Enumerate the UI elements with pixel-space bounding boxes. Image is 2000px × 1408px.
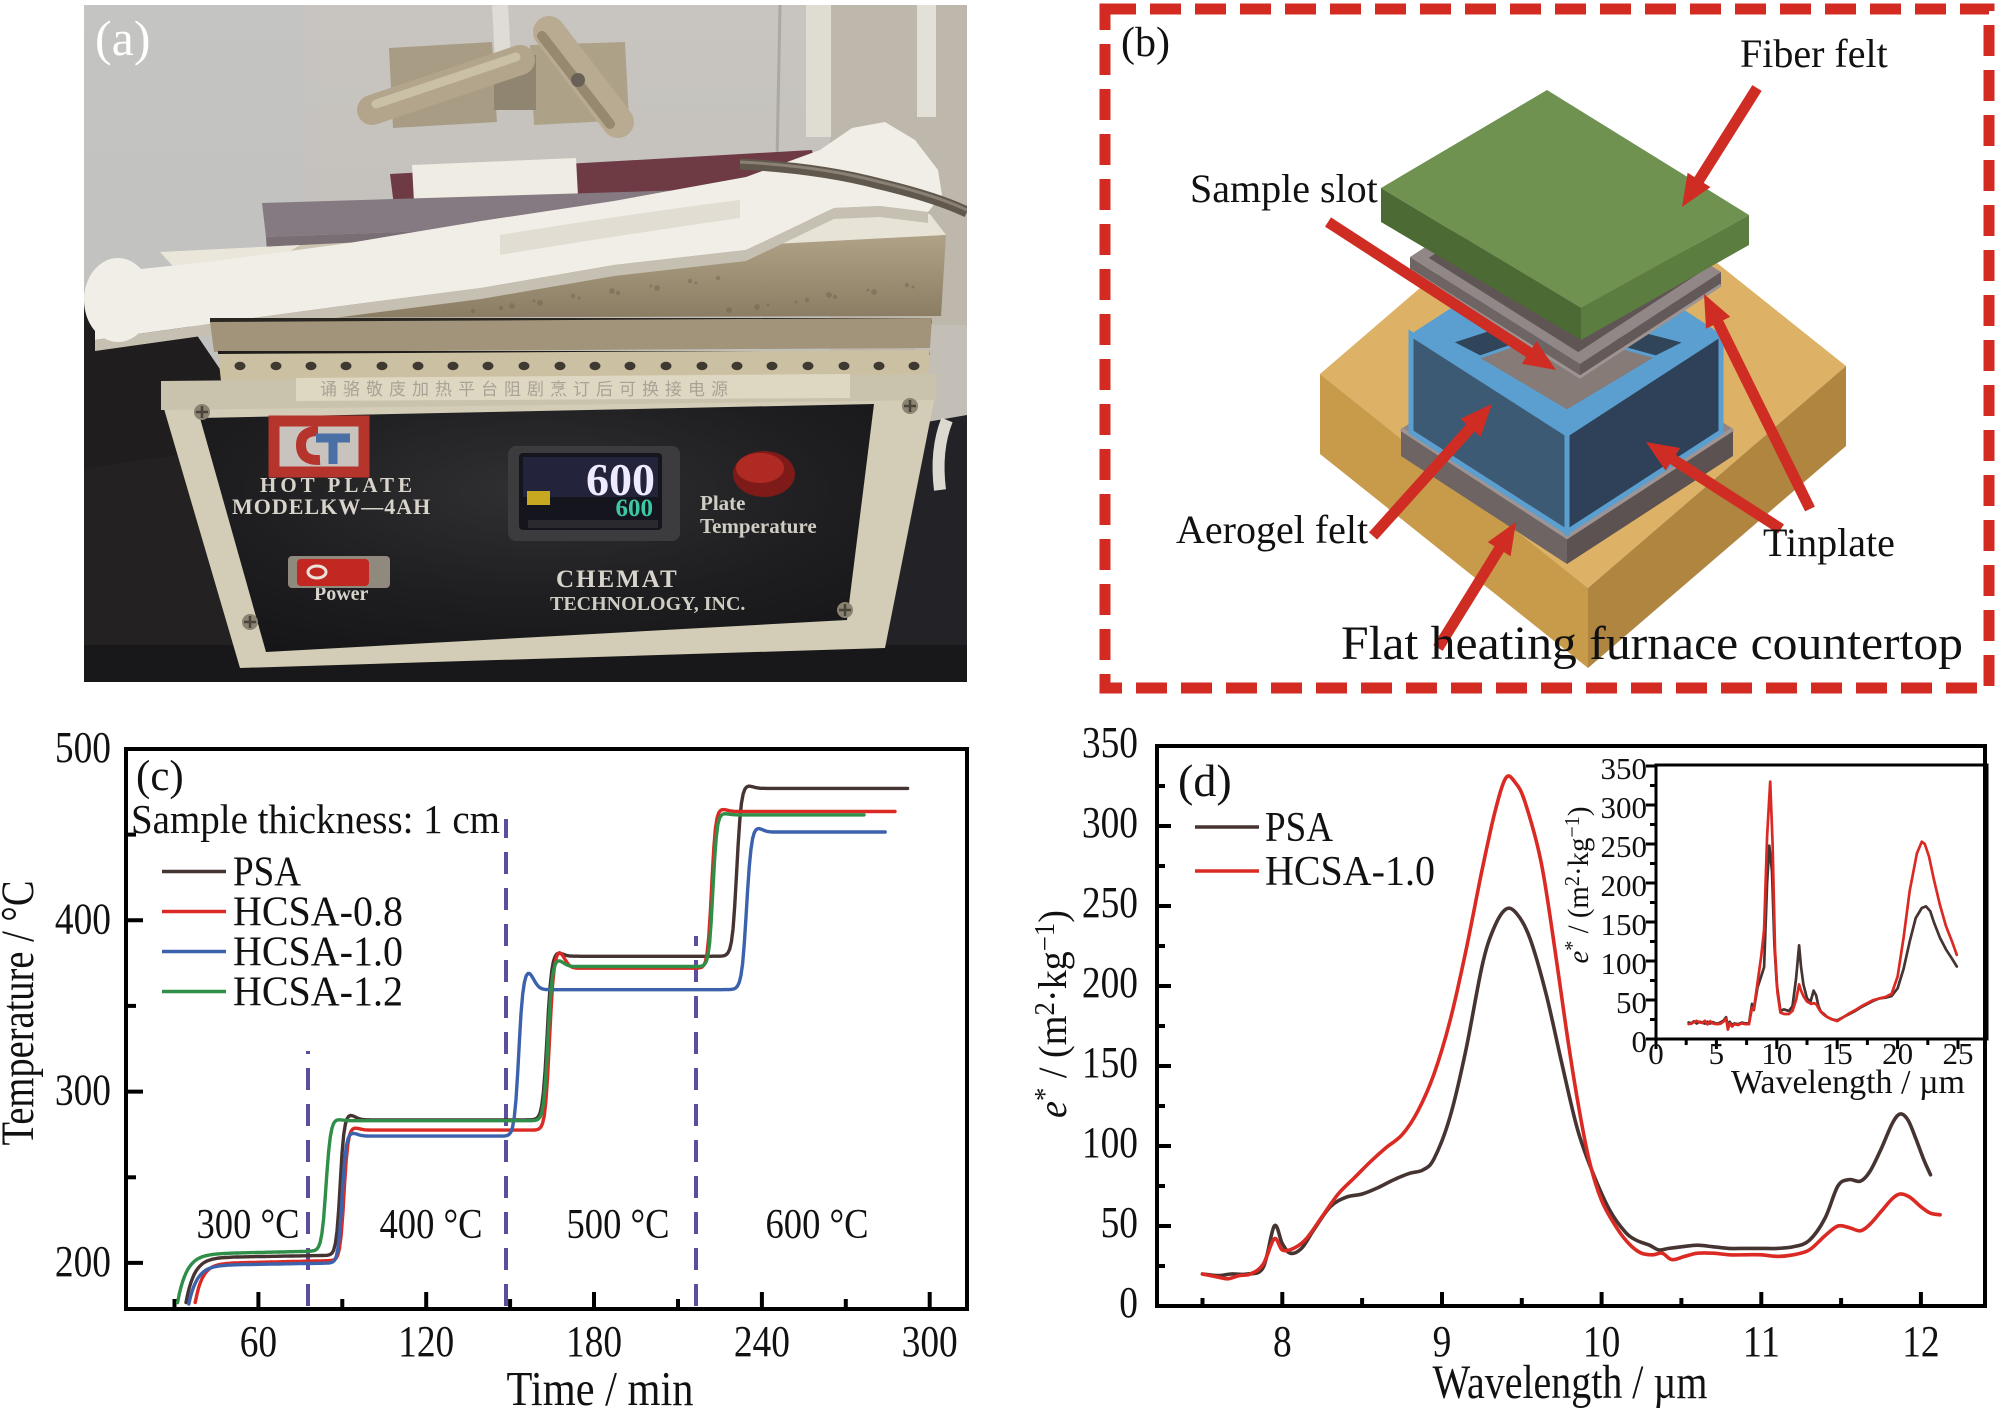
svg-text:180: 180 <box>566 1317 622 1366</box>
svg-text:Time / min: Time / min <box>507 1361 694 1408</box>
svg-text:50: 50 <box>1101 1198 1138 1247</box>
svg-text:(d): (d) <box>1178 755 1232 806</box>
svg-text:10: 10 <box>1583 1317 1620 1366</box>
svg-text:100: 100 <box>1082 1118 1138 1167</box>
svg-text:诵骆敬庋加热平台阻剧烹订后可换接电源: 诵骆敬庋加热平台阻剧烹订后可换接电源 <box>320 379 734 399</box>
svg-text:11: 11 <box>1743 1317 1780 1366</box>
svg-text:Plate: Plate <box>700 491 745 515</box>
svg-text:20: 20 <box>1882 1036 1913 1071</box>
svg-text:150: 150 <box>1601 907 1648 942</box>
svg-text:CHEMAT: CHEMAT <box>556 566 679 593</box>
svg-text:8: 8 <box>1273 1317 1292 1366</box>
svg-text:600 °C: 600 °C <box>766 1202 869 1248</box>
svg-text:25: 25 <box>1943 1036 1974 1071</box>
svg-text:240: 240 <box>734 1317 790 1366</box>
svg-text:300: 300 <box>902 1317 958 1366</box>
svg-text:350: 350 <box>1601 751 1648 786</box>
svg-text:Wavelength / µm: Wavelength / µm <box>1433 1356 1708 1408</box>
svg-text:PSA: PSA <box>233 850 302 896</box>
svg-text:TECHNOLOGY, INC.: TECHNOLOGY, INC. <box>550 593 745 615</box>
svg-text:60: 60 <box>240 1317 277 1366</box>
svg-text:Fiber felt: Fiber felt <box>1740 31 1888 76</box>
svg-text:Sample slot: Sample slot <box>1190 166 1378 211</box>
svg-text:300 °C: 300 °C <box>197 1202 300 1248</box>
svg-text:e* / (m2·kg−1): e* / (m2·kg−1) <box>1030 910 1075 1118</box>
svg-text:Flat heating furnace counterto: Flat heating furnace countertop <box>1341 617 1963 670</box>
svg-text:0: 0 <box>1648 1036 1664 1071</box>
svg-text:10: 10 <box>1761 1036 1792 1071</box>
svg-text:15: 15 <box>1822 1036 1853 1071</box>
svg-text:300: 300 <box>55 1066 111 1115</box>
svg-text:MODELKW—4AH: MODELKW—4AH <box>232 494 431 519</box>
svg-text:Wavelength / µm: Wavelength / µm <box>1731 1064 1965 1101</box>
svg-text:500: 500 <box>55 723 111 772</box>
svg-text:150: 150 <box>1082 1038 1138 1087</box>
svg-text:250: 250 <box>1601 829 1648 864</box>
svg-text:200: 200 <box>1601 868 1648 903</box>
svg-text:500 °C: 500 °C <box>567 1202 670 1248</box>
svg-text:300: 300 <box>1601 790 1648 825</box>
svg-text:Power: Power <box>314 583 369 605</box>
svg-text:Temperature / °C: Temperature / °C <box>0 881 44 1146</box>
svg-text:12: 12 <box>1902 1317 1939 1366</box>
svg-text:Aerogel felt: Aerogel felt <box>1176 507 1368 552</box>
svg-text:300: 300 <box>1082 798 1138 847</box>
svg-text:e* / (m2·kg−1): e* / (m2·kg−1) <box>1560 807 1595 964</box>
svg-text:5: 5 <box>1709 1036 1725 1071</box>
svg-text:HCSA-0.8: HCSA-0.8 <box>233 890 403 936</box>
svg-text:100: 100 <box>1601 946 1648 981</box>
svg-text:(c): (c) <box>136 753 184 800</box>
svg-text:200: 200 <box>55 1237 111 1286</box>
svg-text:400: 400 <box>55 894 111 943</box>
svg-text:PSA: PSA <box>1265 805 1334 851</box>
svg-text:120: 120 <box>398 1317 454 1366</box>
svg-text:250: 250 <box>1082 878 1138 927</box>
svg-text:9: 9 <box>1433 1317 1452 1366</box>
svg-text:HOT PLATE: HOT PLATE <box>260 473 416 497</box>
svg-text:Tinplate: Tinplate <box>1763 520 1895 565</box>
svg-text:0: 0 <box>1119 1278 1138 1327</box>
svg-text:50: 50 <box>1616 985 1647 1020</box>
svg-text:Sample thickness: 1 cm: Sample thickness: 1 cm <box>131 796 500 842</box>
svg-text:0: 0 <box>1632 1024 1648 1059</box>
svg-text:(b): (b) <box>1121 20 1170 66</box>
svg-text:HCSA-1.0: HCSA-1.0 <box>233 930 403 976</box>
svg-text:HCSA-1.0: HCSA-1.0 <box>1265 849 1435 895</box>
svg-text:600: 600 <box>586 454 655 505</box>
svg-text:HCSA-1.2: HCSA-1.2 <box>233 970 403 1016</box>
svg-text:200: 200 <box>1082 958 1138 1007</box>
svg-text:600: 600 <box>616 495 654 522</box>
svg-text:400 °C: 400 °C <box>380 1202 483 1248</box>
svg-text:(a): (a) <box>95 10 151 66</box>
svg-text:Temperature: Temperature <box>700 514 817 538</box>
svg-text:350: 350 <box>1082 718 1138 767</box>
